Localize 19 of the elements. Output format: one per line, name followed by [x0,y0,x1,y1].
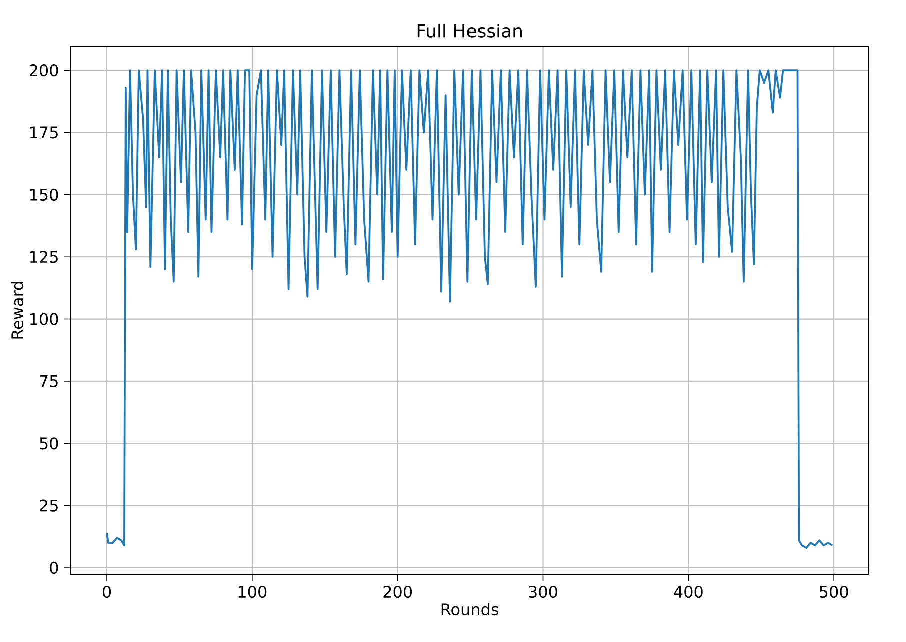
chart-title: Full Hessian [418,24,522,38]
y-tick-label: 75 [40,376,58,388]
line-series [106,70,834,550]
x-tick-label: 100 [238,586,267,598]
x-tick-label: 500 [820,586,848,598]
y-tick-label: 200 [30,64,58,77]
y-tick-label: 100 [30,313,58,326]
y-tick-label: 150 [30,188,58,201]
x-axis-title: Rounds [442,603,499,616]
y-tick-label: 175 [30,126,58,139]
x-tick-label: 300 [529,586,558,598]
y-tick-label: 25 [40,500,58,512]
x-tick-label: 0 [102,586,112,598]
y-tick-label: 0 [50,562,58,574]
y-axis-title: Reward [11,282,24,339]
y-tick-label: 50 [40,438,58,450]
x-tick-label: 400 [674,586,703,598]
y-tick-label: 125 [30,251,58,264]
x-tick-label: 200 [384,586,412,598]
